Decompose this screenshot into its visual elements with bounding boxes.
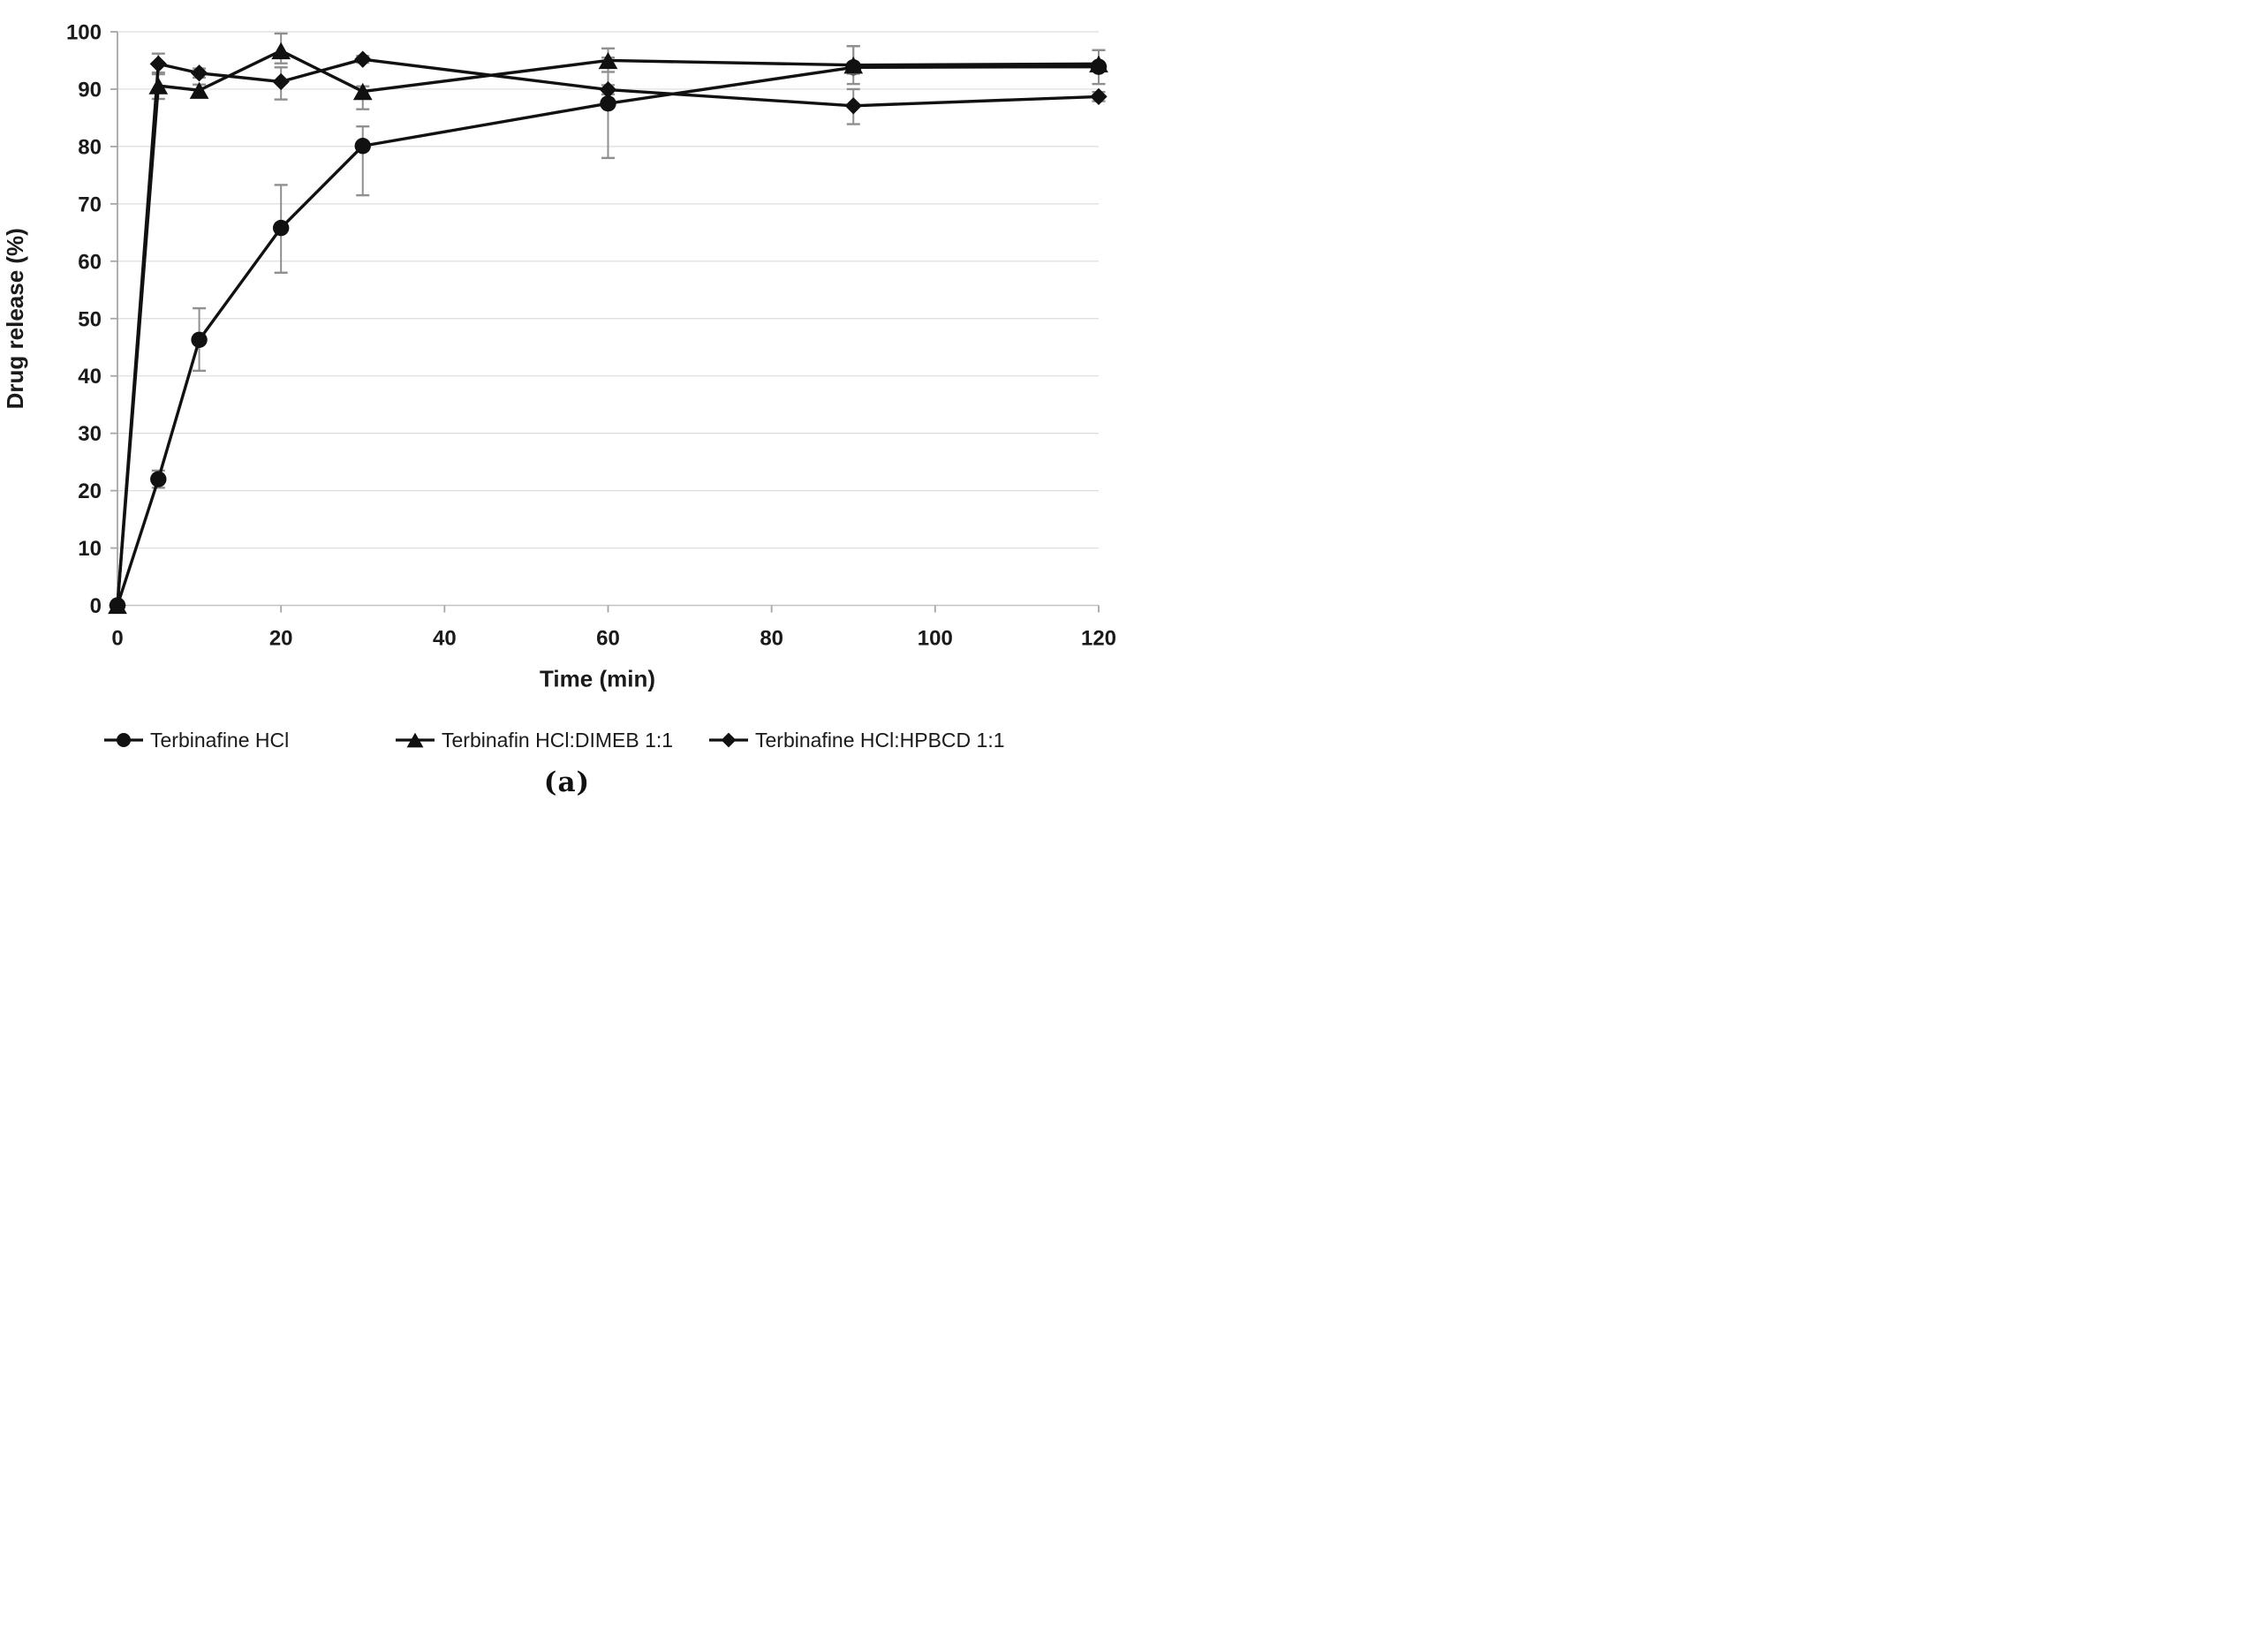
legend-item-1 xyxy=(104,733,143,747)
x-tick-label: 0 xyxy=(111,627,123,651)
y-tick-label: 100 xyxy=(66,21,102,45)
series-3 xyxy=(109,50,1108,615)
figure-panel-a: 0 10 20 30 40 50 60 70 80 90 100 0 20 40 60 80 100 120 Tim… xyxy=(0,0,1134,816)
chart-container: 0 10 20 30 40 50 60 70 80 90 100 0 20 40 60 80 100 120 Tim… xyxy=(0,0,1134,777)
diamond-marker xyxy=(272,72,290,91)
diamond-marker xyxy=(109,596,126,615)
axes xyxy=(110,31,1100,613)
triangle-marker xyxy=(843,57,864,74)
series-markers xyxy=(109,50,1108,615)
y-tick-label: 40 xyxy=(78,365,102,389)
x-tick-label: 40 xyxy=(433,627,457,651)
legend-label: Terbinafine HCl xyxy=(150,729,289,752)
legend-item-3 xyxy=(709,732,748,748)
triangle-marker xyxy=(189,81,209,99)
y-tick-label: 50 xyxy=(78,307,102,331)
circle-marker xyxy=(600,94,616,112)
circle-marker xyxy=(354,138,371,155)
diamond-marker xyxy=(844,97,862,115)
y-tick-label: 10 xyxy=(78,537,102,561)
diamond-marker xyxy=(721,732,737,748)
series-line xyxy=(116,64,1100,607)
y-tick-label: 30 xyxy=(78,422,102,446)
diamond-marker xyxy=(190,64,208,82)
x-tick-label: 80 xyxy=(760,627,783,651)
error-bars xyxy=(151,32,1106,110)
circle-marker xyxy=(191,331,208,348)
diamond-marker xyxy=(1090,87,1108,106)
x-tick-label: 120 xyxy=(1081,627,1116,651)
legend-label: Terbinafin HCl:DIMEB 1:1 xyxy=(442,729,673,752)
drug-release-chart: 0 10 20 30 40 50 60 70 80 90 100 0 20 40 60 80 100 120 Tim… xyxy=(2,21,1116,752)
x-tick-label: 20 xyxy=(269,627,293,651)
error-bars xyxy=(151,45,1106,489)
circle-marker xyxy=(117,733,131,747)
diamond-marker xyxy=(149,55,167,73)
legend xyxy=(104,732,748,748)
x-axis-title: Time (min) xyxy=(540,666,655,692)
triangle-marker xyxy=(352,82,373,101)
triangle-marker xyxy=(148,77,169,94)
y-tick-label: 70 xyxy=(78,193,102,216)
triangle-marker xyxy=(1089,55,1108,73)
diamond-marker xyxy=(599,80,617,99)
y-tick-label: 80 xyxy=(78,135,102,159)
x-tick-label: 100 xyxy=(918,627,953,651)
y-tick-label: 20 xyxy=(78,480,102,503)
circle-marker xyxy=(150,471,167,487)
y-tick-label: 0 xyxy=(90,594,102,618)
y-tick-label: 60 xyxy=(78,250,102,274)
y-tick-label: 90 xyxy=(78,78,102,102)
triangle-marker xyxy=(406,732,424,748)
diamond-marker xyxy=(354,50,372,68)
y-axis-title: Drug release (%) xyxy=(2,228,28,409)
legend-label: Terbinafine HCl:HPBCD 1:1 xyxy=(755,729,1005,752)
legend-item-2 xyxy=(396,732,435,748)
triangle-marker xyxy=(598,51,618,70)
x-tick-label: 60 xyxy=(596,627,620,651)
triangle-marker xyxy=(271,42,291,60)
figure-caption: (a) xyxy=(543,767,591,798)
circle-marker xyxy=(272,219,290,237)
series-1 xyxy=(109,45,1108,614)
